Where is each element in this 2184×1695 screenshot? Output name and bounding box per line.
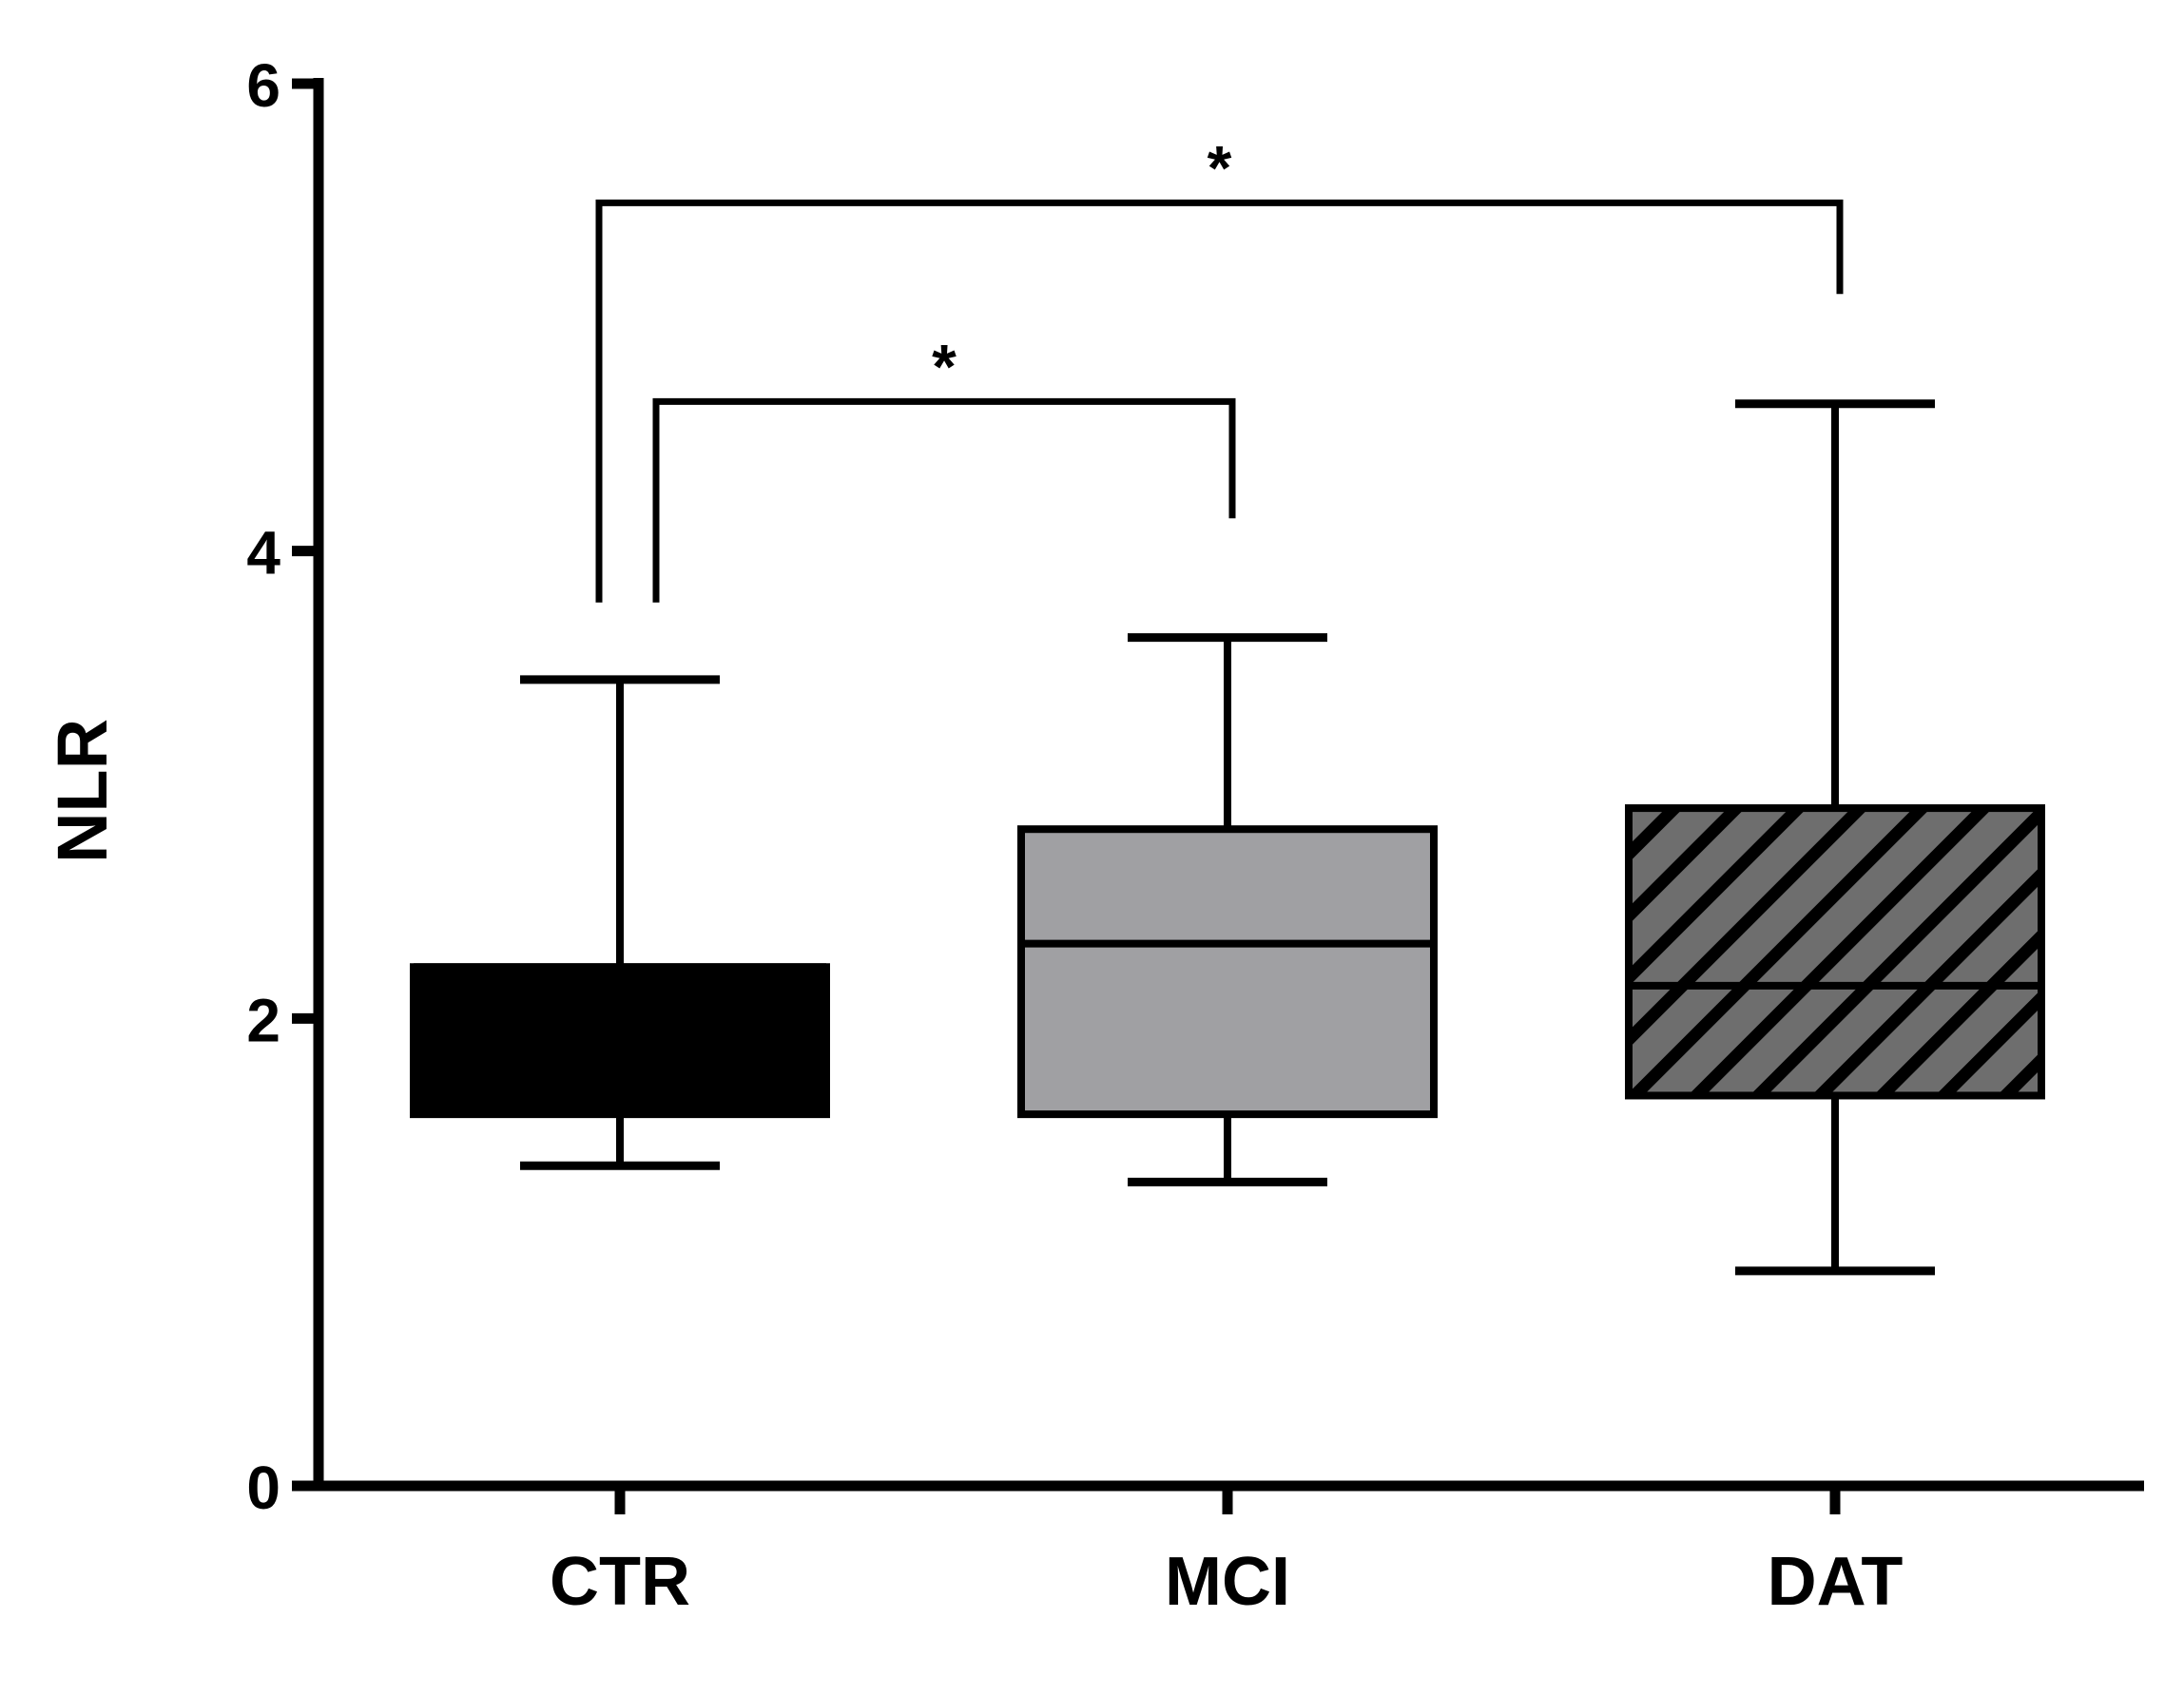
significance-label: * [1208, 132, 1232, 202]
y-tick-label: 2 [246, 986, 280, 1054]
y-axis-label: NLR [43, 719, 122, 863]
plot-area: 0 2 4 6 NLR CTR MCI DAT * * [43, 51, 2144, 1620]
box-dat [1625, 804, 2045, 1100]
x-tick-label-dat: DAT [1768, 1544, 1904, 1620]
significance-label: * [932, 331, 957, 401]
y-tick-label: 0 [246, 1454, 280, 1522]
box-ctr [410, 963, 830, 1119]
significance-bracket [652, 397, 1236, 603]
box-mci [1017, 825, 1438, 1119]
y-tick-label: 6 [246, 51, 280, 120]
x-tick-label-ctr: CTR [550, 1544, 690, 1620]
x-tick-label-mci: MCI [1165, 1544, 1290, 1620]
significance-bracket [595, 199, 1844, 603]
y-tick-label: 4 [246, 519, 280, 587]
